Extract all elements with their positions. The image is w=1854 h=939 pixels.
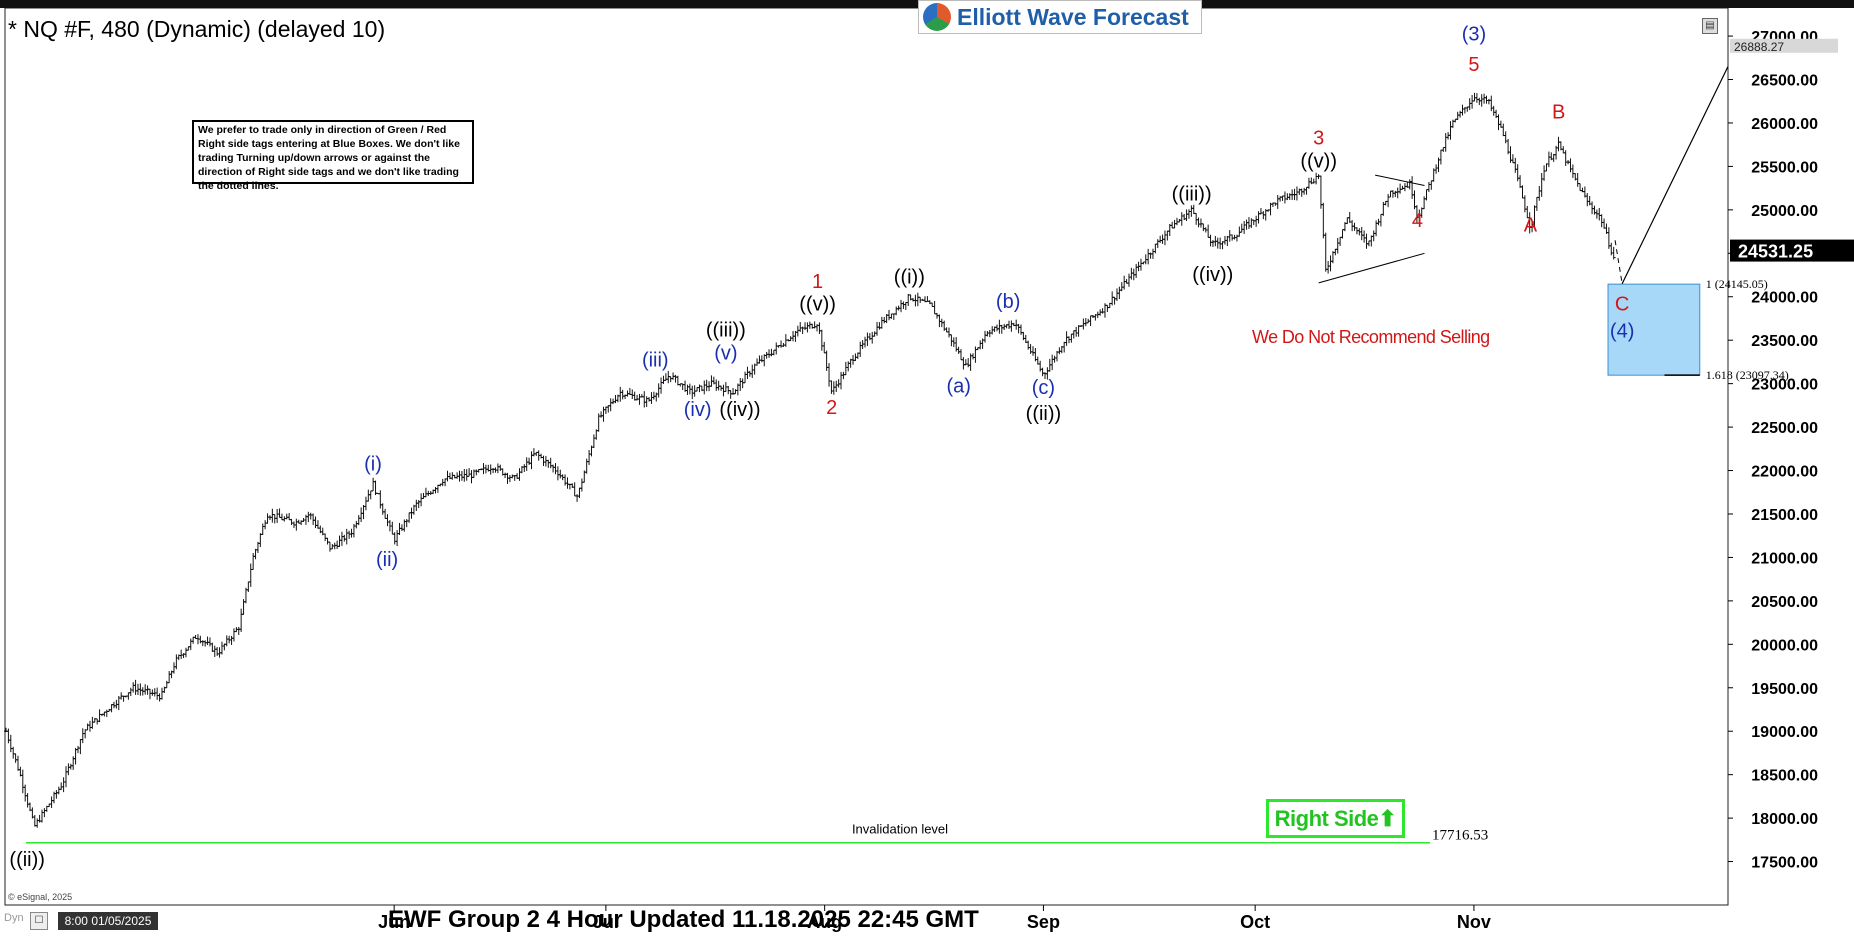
current-price-marker	[1730, 239, 1854, 262]
wave-label: (iii)	[642, 349, 669, 371]
right-side-tag: Right Side ⬆	[1266, 799, 1405, 838]
y-tick-label: 18500.00	[1751, 768, 1818, 785]
wave-label: ((ii))	[1026, 403, 1062, 425]
wave-label: ((iii))	[1172, 183, 1212, 205]
y-tick-label: 24000.00	[1751, 290, 1818, 307]
wave-label: 1	[812, 271, 823, 293]
y-tick-label: 22500.00	[1751, 420, 1818, 437]
logo-icon	[923, 3, 951, 31]
wave-label: ((iv))	[719, 399, 760, 421]
y-tick-label: 25500.00	[1751, 159, 1818, 176]
wave-label: (c)	[1032, 377, 1055, 399]
trading-note: We prefer to trade only in direction of …	[192, 120, 474, 192]
y-tick-label: 23000.00	[1751, 377, 1818, 394]
high-price-label: 26888.27	[1734, 40, 1784, 54]
wave-label: (3)	[1462, 23, 1486, 45]
wave-label: (i)	[364, 454, 382, 476]
invalidation-label: Invalidation level	[852, 822, 948, 837]
y-tick-label: 21000.00	[1751, 550, 1818, 567]
wave-label: C	[1615, 294, 1629, 316]
wave-label: (a)	[947, 375, 971, 397]
y-tick-label: 20500.00	[1751, 594, 1818, 611]
wave-label: A	[1524, 215, 1538, 237]
y-tick-label: 19000.00	[1751, 724, 1818, 741]
x-tick-label: Jun	[378, 912, 410, 932]
brand-logo: Elliott Wave Forecast	[918, 0, 1202, 34]
wave-label: B	[1552, 102, 1565, 124]
y-tick-label: 26500.00	[1751, 73, 1818, 90]
fib-level-label: 1 (24145.05)	[1706, 277, 1768, 291]
dyn-label: Dyn	[4, 912, 24, 924]
wave-label: (v)	[714, 342, 737, 364]
x-tick-label: Oct	[1240, 912, 1270, 932]
start-date-cursor[interactable]: 8:00 01/05/2025	[58, 912, 158, 930]
wave-label: 5	[1468, 54, 1479, 76]
y-tick-label: 25000.00	[1751, 203, 1818, 220]
restore-icon[interactable]: ▤	[1702, 18, 1718, 34]
y-tick-label: 23500.00	[1751, 333, 1818, 350]
y-tick-label: 19500.00	[1751, 681, 1818, 698]
x-tick-label: Jul	[593, 912, 619, 932]
y-tick-label: 21500.00	[1751, 507, 1818, 524]
blue-box	[1607, 283, 1701, 376]
fib-level-label: 1.618 (23097.34)	[1706, 368, 1789, 382]
wave-label: ((v))	[1300, 150, 1337, 172]
x-tick-label: Sep	[1027, 912, 1060, 932]
triangle-upper-line	[1375, 174, 1425, 187]
current-price-label: 24531.25	[1738, 242, 1813, 262]
wave-label: (b)	[996, 291, 1020, 313]
wave-label: (ii)	[376, 549, 398, 571]
y-tick-label: 22000.00	[1751, 464, 1818, 481]
y-tick-label: 17500.00	[1751, 855, 1818, 872]
chart-title: * NQ #F, 480 (Dynamic) (delayed 10)	[8, 16, 386, 42]
wave-label: ((iii))	[706, 320, 746, 342]
wave-label: ((i))	[894, 267, 925, 289]
wave-label: 2	[826, 397, 837, 419]
y-tick-label: 26000.00	[1751, 116, 1818, 133]
projection-line	[1621, 66, 1729, 284]
selling-note: We Do Not Recommend Selling	[1252, 327, 1490, 347]
wave-label: (iv)	[684, 399, 712, 421]
wave-label: ((v))	[799, 294, 836, 316]
esignal-copyright: © eSignal, 2025	[8, 892, 73, 902]
dotted-projection	[1614, 240, 1623, 284]
wave-label: 4	[1412, 210, 1423, 232]
logo-text: Elliott Wave Forecast	[957, 3, 1189, 30]
invalidation-price: 17716.53	[1432, 828, 1488, 844]
wave-label: ((iv))	[1192, 264, 1233, 286]
y-tick-label: 18000.00	[1751, 811, 1818, 828]
triangle-lower-line	[1318, 252, 1425, 284]
wave-label: 3	[1313, 128, 1324, 150]
lock-icon[interactable]: ☐	[30, 912, 48, 930]
plot-frame	[4, 7, 1729, 906]
wave-label: (4)	[1610, 321, 1634, 343]
update-caption: EWF Group 2 4 Hour Updated 11.18.2025 22…	[388, 906, 979, 933]
y-tick-label: 20000.00	[1751, 637, 1818, 654]
x-tick-label: Nov	[1457, 912, 1491, 932]
x-tick-label: Aug	[807, 912, 842, 932]
right-side-label: Right Side	[1274, 805, 1379, 831]
wave-label: ((ii))	[9, 849, 45, 871]
up-arrow-icon: ⬆	[1378, 805, 1397, 831]
high-price-marker	[1730, 38, 1838, 53]
